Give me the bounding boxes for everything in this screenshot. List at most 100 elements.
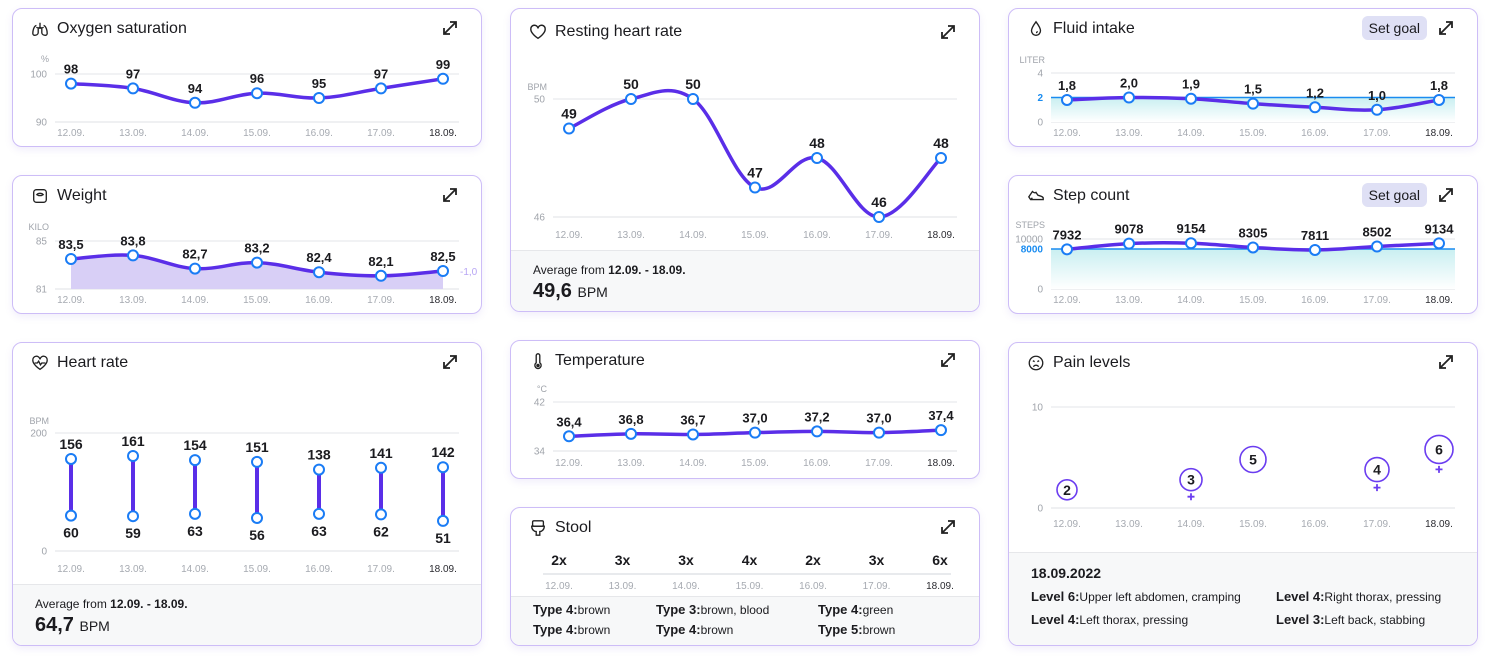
- data-label: 48: [933, 135, 949, 151]
- max-point: [251, 455, 263, 468]
- pain-entry: Level 4:Right thorax, pressing: [1276, 589, 1441, 604]
- x-tick-label: 13.09.: [1115, 519, 1143, 530]
- x-tick-label: 16.09.: [305, 564, 333, 575]
- x-tick-label: 17.09.: [367, 128, 395, 139]
- expand-icon[interactable]: [939, 518, 957, 536]
- data-point: [1185, 237, 1197, 250]
- y-tick-label: 81: [36, 285, 48, 296]
- plus-marker: [1373, 484, 1381, 492]
- max-point: [437, 461, 449, 474]
- card-header: Step count: [1027, 184, 1130, 208]
- y-axis-unit: BPM: [527, 82, 547, 92]
- stool-count: 6x: [932, 552, 948, 568]
- min-point: [251, 511, 263, 524]
- stool-type: Type 4:: [818, 602, 863, 617]
- max-label: 138: [307, 447, 331, 463]
- x-tick-label: 16.09.: [799, 581, 827, 592]
- expand-icon[interactable]: [441, 186, 459, 204]
- pain-details: 18.09.2022 Level 6:Upper left abdomen, c…: [1009, 552, 1477, 645]
- lungs-icon: [32, 22, 48, 36]
- x-tick-label: 14.09.: [672, 581, 700, 592]
- set-goal-button[interactable]: Set goal: [1361, 16, 1427, 40]
- chart: 2x 3x 3x 4x 2x 3x 6x 12.09. 13.09. 14.09. 15.09. 16…: [543, 552, 954, 592]
- y-tick-label: 0: [1037, 504, 1043, 515]
- shoe-icon: [1027, 190, 1044, 201]
- data-label: 96: [250, 71, 264, 86]
- x-tick-label: 14.09.: [679, 458, 707, 469]
- min-label: 59: [125, 525, 141, 541]
- data-point: [189, 96, 201, 109]
- expand-icon[interactable]: [939, 23, 957, 41]
- pain-detail-date: 18.09.2022: [1031, 565, 1102, 581]
- pain-point: [1239, 445, 1267, 474]
- x-tick-label: 16.09.: [305, 295, 333, 306]
- goal-label: 8000: [1021, 245, 1044, 256]
- expand-icon[interactable]: [441, 19, 459, 37]
- max-point: [375, 461, 387, 474]
- data-point: [437, 265, 449, 277]
- y-axis-unit: BPM: [29, 416, 49, 426]
- x-tick-label: 15.09.: [243, 564, 271, 575]
- average-unit: BPM: [79, 618, 110, 634]
- pain-point: [1424, 434, 1454, 465]
- x-tick-label: 13.09.: [1115, 128, 1143, 139]
- data-point: [375, 82, 387, 95]
- data-point: [749, 426, 761, 439]
- x-tick-label: 12.09.: [1053, 295, 1081, 306]
- y-tick-label: 4: [1037, 69, 1043, 80]
- card-title: Pain levels: [1053, 354, 1131, 371]
- pain-entry: Level 6:Upper left abdomen, cramping: [1031, 589, 1241, 604]
- data-label: 9154: [1177, 221, 1207, 236]
- y-tick-label: 42: [534, 398, 546, 409]
- data-point: [127, 82, 139, 95]
- data-point: [1309, 101, 1321, 114]
- x-tick-label: 13.09.: [1115, 295, 1143, 306]
- expand-icon[interactable]: [1437, 19, 1455, 37]
- max-point: [65, 452, 77, 465]
- x-tick-label: 15.09.: [1239, 519, 1267, 530]
- pain-level: Level 4:: [1031, 612, 1080, 627]
- x-tick-label: 18.09.: [429, 295, 457, 306]
- set-goal-button[interactable]: Set goal: [1361, 183, 1427, 207]
- expand-icon[interactable]: [1437, 353, 1455, 371]
- goal-label: 2: [1037, 93, 1043, 104]
- y-tick-label: 0: [1037, 285, 1043, 296]
- resting-heart-rate-card: BPM 50 46 12.09. 13.09. 14.09. 15.09. 16.09. 17.…: [510, 8, 980, 312]
- max-label: 156: [59, 436, 83, 452]
- data-label: 82,7: [182, 247, 207, 262]
- x-tick-label: 18.09.: [1425, 295, 1453, 306]
- expand-icon[interactable]: [939, 351, 957, 369]
- pain-level: Level 3:: [1276, 612, 1325, 627]
- card-header: Pain levels: [1027, 351, 1130, 375]
- stool-count: 4x: [742, 552, 758, 568]
- data-point: [189, 262, 201, 275]
- pain-desc: Right thorax, pressing: [1324, 590, 1442, 604]
- average-number: 49,6: [533, 280, 572, 302]
- y-tick-label: 0: [41, 547, 47, 558]
- pain-desc: Left thorax, pressing: [1079, 613, 1189, 627]
- data-label: 8502: [1363, 224, 1392, 239]
- x-tick-label: 12.09.: [57, 295, 85, 306]
- x-tick-label: 17.09.: [865, 458, 893, 469]
- card-header: Oxygen saturation: [31, 17, 187, 41]
- data-label: 7811: [1301, 228, 1329, 243]
- data-label: 37,4: [928, 408, 954, 423]
- data-point: [65, 77, 77, 90]
- min-point: [65, 509, 77, 522]
- data-label: 82,4: [306, 250, 332, 265]
- scale-icon: [33, 189, 47, 203]
- heart-rate-card: BPM 200 0 12.09. 13.09. 14.09. 15.09. 16.09. 17.…: [12, 342, 482, 646]
- stool-count: 2x: [551, 552, 567, 568]
- pain-label: 6: [1435, 441, 1443, 457]
- y-tick-label: 0: [1037, 118, 1043, 129]
- expand-icon[interactable]: [441, 353, 459, 371]
- pain-label: 3: [1187, 472, 1195, 488]
- data-label: 46: [871, 194, 887, 210]
- data-label: 7932: [1053, 227, 1082, 242]
- min-label: 62: [373, 523, 389, 539]
- expand-icon[interactable]: [1437, 186, 1455, 204]
- oxygen-saturation-card: % 100 90 12.09. 13.09. 14.09. 15.09. 16.09. 17.0…: [12, 8, 482, 147]
- min-label: 63: [187, 523, 203, 539]
- x-tick-label: 12.09.: [1053, 519, 1081, 530]
- max-label: 141: [369, 445, 393, 461]
